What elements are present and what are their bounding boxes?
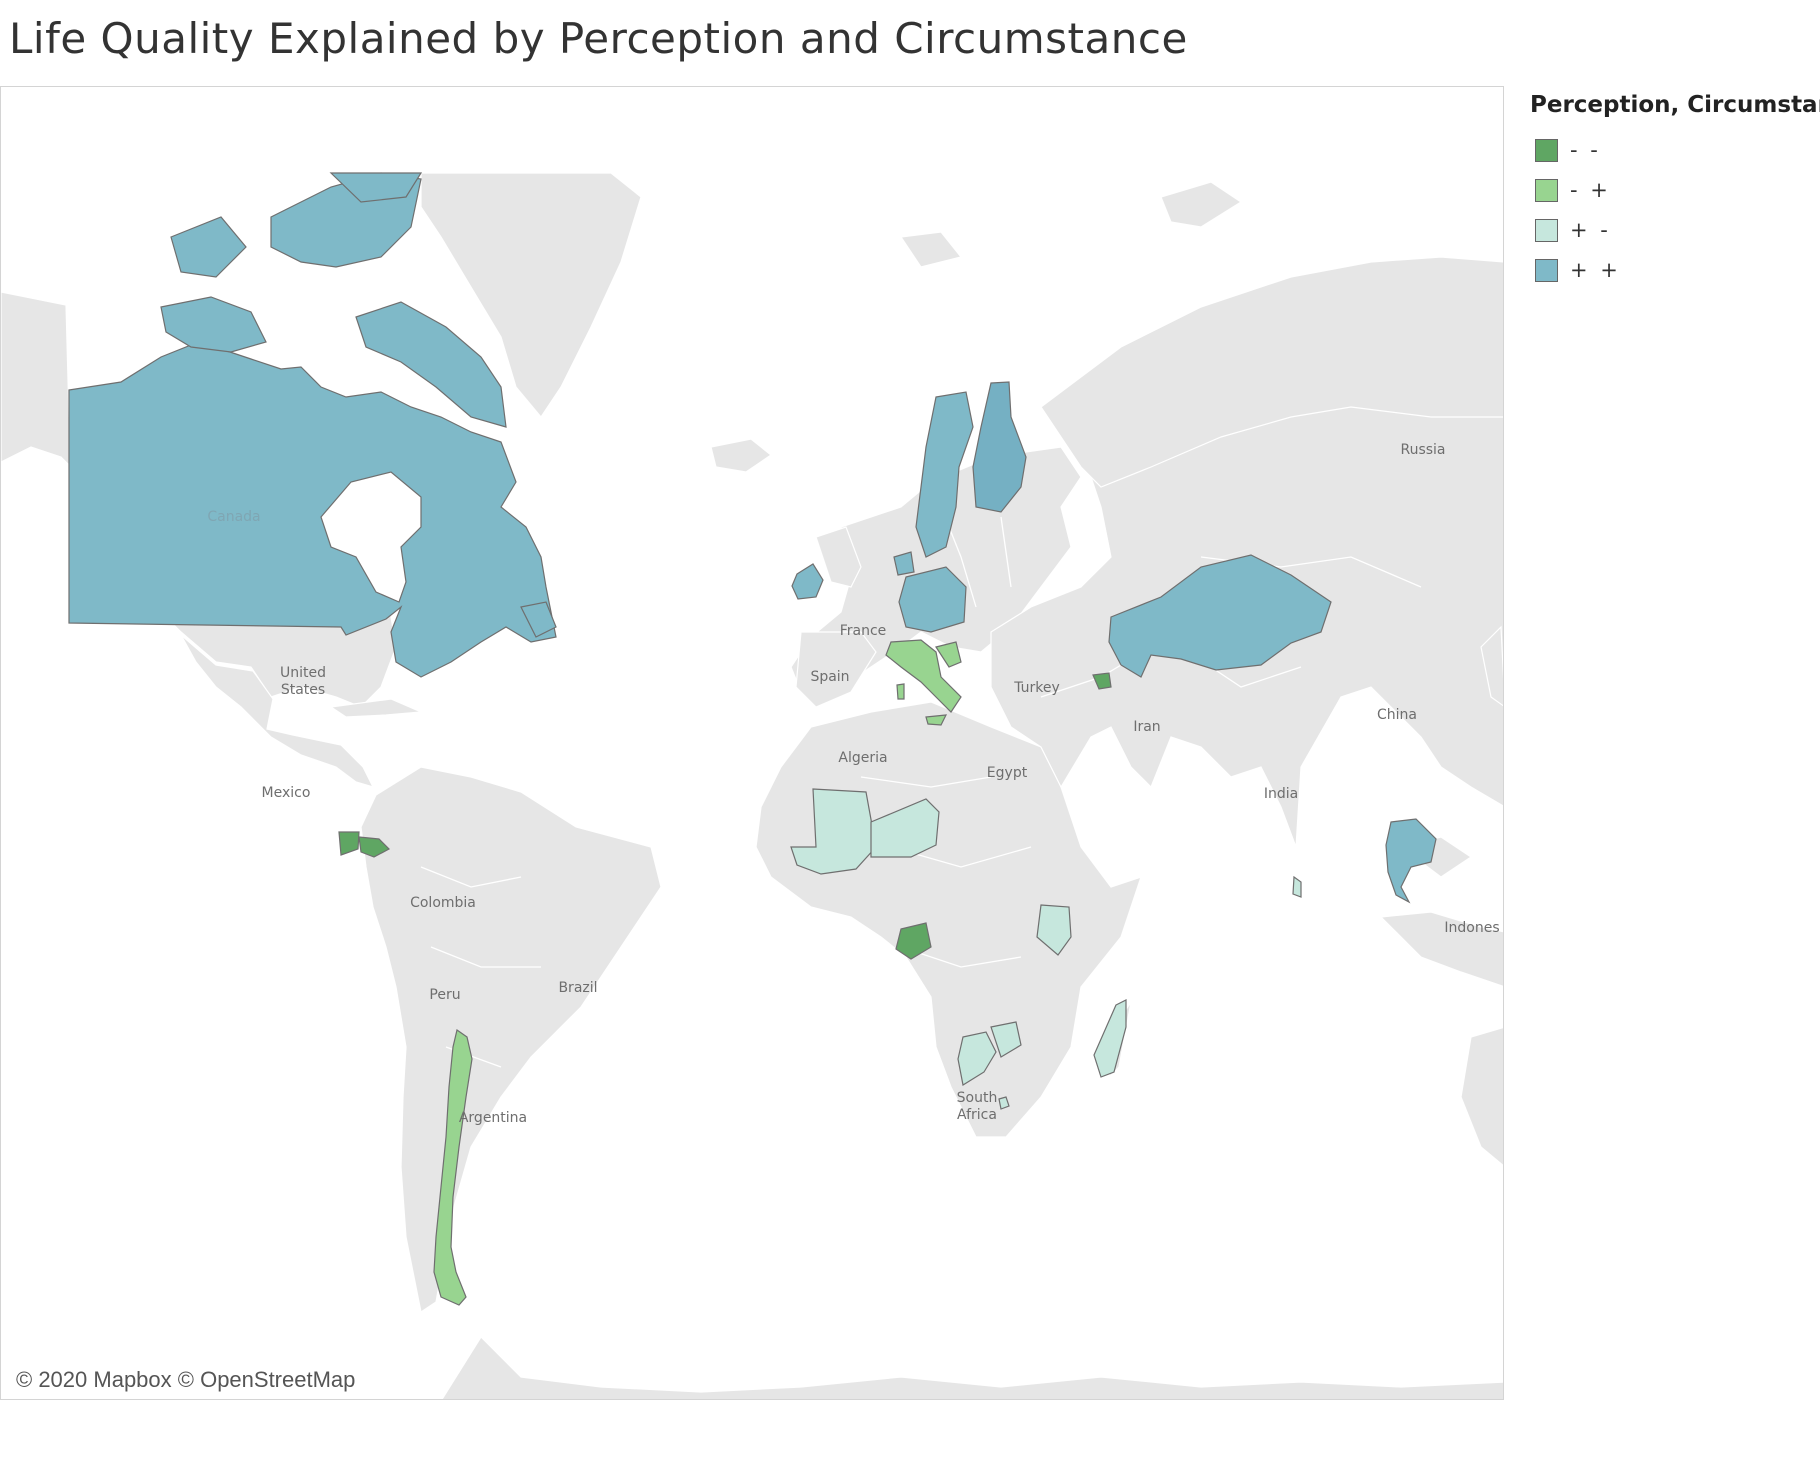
legend-label: + -: [1570, 218, 1611, 242]
label-mexico: Mexico: [262, 785, 311, 801]
japan: [1480, 625, 1503, 707]
label-china: China: [1377, 707, 1417, 723]
country-germany[interactable]: [898, 566, 967, 633]
italy-sicily[interactable]: [925, 714, 948, 726]
russia: [1040, 256, 1503, 488]
label-brazil: Brazil: [558, 980, 597, 996]
label-egypt: Egypt: [987, 765, 1028, 781]
world-map[interactable]: Canada United States Mexico Colombia Peru…: [1, 87, 1504, 1400]
arctic-islands-2: [899, 231, 963, 268]
label-united-states: United States: [280, 665, 326, 698]
country-netherlands[interactable]: [893, 551, 915, 576]
label-russia: Russia: [1400, 442, 1445, 458]
country-thailand[interactable]: [1385, 818, 1437, 904]
legend-item-plus-minus[interactable]: + -: [1530, 210, 1820, 250]
legend-item-minus-plus[interactable]: - +: [1530, 170, 1820, 210]
legend-label: + +: [1570, 258, 1621, 282]
legend-item-minus-minus[interactable]: - -: [1530, 130, 1820, 170]
canada-newfoundland[interactable]: [520, 601, 557, 638]
canada-baffin-island[interactable]: [355, 301, 507, 428]
country-croatia[interactable]: [935, 641, 962, 668]
country-kazakhstan[interactable]: [1108, 554, 1332, 678]
label-iran: Iran: [1133, 719, 1160, 735]
country-sri-lanka[interactable]: [1292, 875, 1302, 898]
label-canada: Canada: [207, 509, 260, 525]
legend-swatch: [1535, 138, 1558, 162]
country-madagascar[interactable]: [1093, 999, 1127, 1078]
country-chile[interactable]: [433, 1029, 473, 1306]
legend-title: Perception, Circumstance: [1530, 92, 1820, 118]
label-colombia: Colombia: [410, 895, 476, 911]
country-canada[interactable]: [68, 344, 557, 678]
chart-title: Life Quality Explained by Perception and…: [9, 14, 1188, 63]
country-guatemala[interactable]: [338, 831, 360, 856]
legend-swatch: [1535, 258, 1558, 282]
australia: [1460, 1026, 1503, 1167]
legend-swatch: [1535, 178, 1558, 202]
label-algeria: Algeria: [838, 750, 887, 766]
country-honduras[interactable]: [358, 836, 390, 858]
map-attribution[interactable]: © 2020 Mapbox © OpenStreetMap: [16, 1367, 356, 1392]
canada-ellesmere-island[interactable]: [329, 172, 423, 203]
hudson-bay: [320, 471, 422, 603]
mexico: [180, 634, 375, 788]
label-south-africa: South Africa: [957, 1090, 998, 1123]
country-gabon[interactable]: [895, 922, 932, 960]
highlighted-countries[interactable]: [68, 172, 1437, 1306]
antarctica: [441, 1336, 1503, 1399]
map-area[interactable]: Canada United States Mexico Colombia Peru…: [0, 86, 1504, 1400]
label-spain: Spain: [810, 669, 849, 685]
country-armenia[interactable]: [1092, 672, 1112, 690]
label-peru: Peru: [429, 987, 460, 1003]
iberia: [795, 631, 877, 708]
country-botswana[interactable]: [957, 1031, 997, 1086]
label-indonesia: Indones: [1444, 920, 1499, 936]
caribbean: [329, 698, 422, 718]
south-america: [360, 766, 662, 1313]
country-italy[interactable]: [885, 639, 962, 713]
label-turkey: Turkey: [1013, 680, 1060, 696]
country-zimbabwe[interactable]: [990, 1021, 1022, 1058]
country-ireland[interactable]: [791, 563, 824, 600]
legend-label: - -: [1570, 138, 1601, 162]
country-kenya[interactable]: [1036, 904, 1072, 956]
label-india: India: [1264, 786, 1298, 802]
iceland: [710, 438, 773, 473]
country-finland[interactable]: [972, 381, 1027, 513]
legend: Perception, Circumstance - - - + + - + +: [1530, 92, 1820, 290]
canada-banks-island[interactable]: [170, 216, 247, 278]
place-labels: Canada United States Mexico Colombia Peru…: [207, 442, 1499, 1126]
arctic-islands: [1160, 181, 1243, 228]
country-eswatini[interactable]: [998, 1096, 1010, 1110]
canada-victoria-island[interactable]: [160, 296, 267, 353]
africa: [755, 701, 1142, 1138]
country-sweden[interactable]: [915, 391, 974, 558]
italy-sardinia[interactable]: [896, 683, 905, 700]
legend-item-plus-plus[interactable]: + +: [1530, 250, 1820, 290]
legend-label: - +: [1570, 178, 1611, 202]
uk: [815, 526, 862, 588]
legend-swatch: [1535, 218, 1558, 242]
greenland: [420, 172, 642, 419]
country-niger[interactable]: [870, 798, 940, 858]
country-mali[interactable]: [790, 788, 877, 875]
label-france: France: [840, 623, 887, 639]
label-argentina: Argentina: [459, 1110, 527, 1126]
indonesia: [1379, 911, 1503, 987]
